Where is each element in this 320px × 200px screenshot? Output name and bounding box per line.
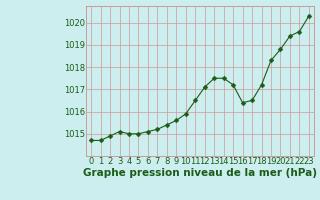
X-axis label: Graphe pression niveau de la mer (hPa): Graphe pression niveau de la mer (hPa) (83, 168, 317, 178)
